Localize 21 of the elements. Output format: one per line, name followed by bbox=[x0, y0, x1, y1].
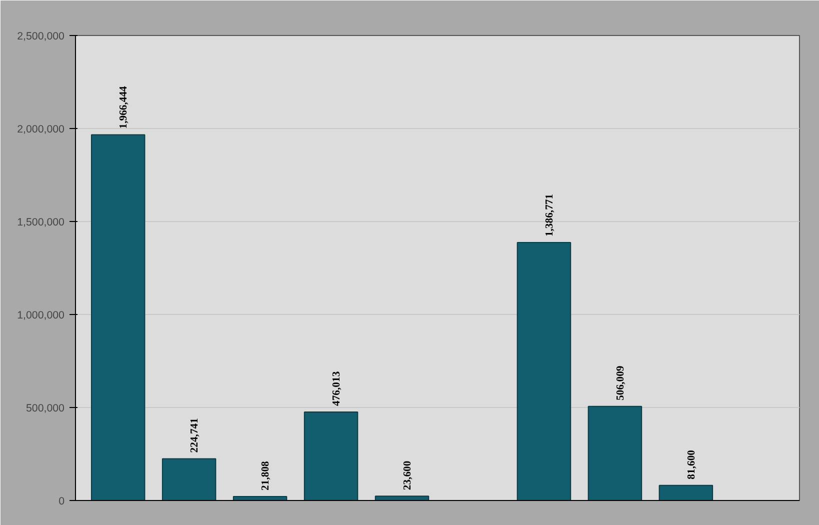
y-tick-label: 2,500,000 bbox=[17, 30, 65, 42]
bar bbox=[90, 134, 146, 500]
data-label: 476,013 bbox=[332, 371, 343, 406]
y-tick-label: 500,000 bbox=[26, 402, 65, 414]
y-tick-label: 1,000,000 bbox=[17, 310, 65, 322]
data-label: 506,009 bbox=[615, 366, 626, 400]
y-tick-label: 2,000,000 bbox=[17, 124, 65, 136]
data-label: 1,386,771 bbox=[544, 194, 556, 237]
data-label: 224,741 bbox=[190, 418, 201, 453]
data-label: 81,600 bbox=[686, 450, 698, 480]
data-label: 21,808 bbox=[260, 461, 272, 490]
bar bbox=[516, 242, 572, 500]
bar bbox=[162, 458, 216, 500]
data-label: 23,600 bbox=[402, 460, 414, 490]
bar bbox=[588, 406, 642, 500]
y-tick-label: 0 bbox=[58, 496, 65, 508]
bar bbox=[658, 484, 714, 500]
data-label: 1,966,444 bbox=[118, 85, 130, 129]
bar bbox=[374, 496, 430, 500]
y-tick-label: 1,500,000 bbox=[17, 216, 65, 228]
bar bbox=[304, 411, 358, 500]
